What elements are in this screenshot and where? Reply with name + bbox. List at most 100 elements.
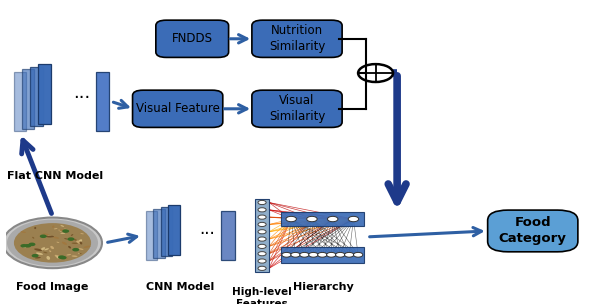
Circle shape <box>67 237 74 241</box>
Ellipse shape <box>35 257 41 258</box>
Text: Nutrition
Similarity: Nutrition Similarity <box>269 24 325 53</box>
Circle shape <box>258 252 266 256</box>
Circle shape <box>291 252 300 257</box>
Ellipse shape <box>73 239 77 241</box>
Circle shape <box>258 200 266 205</box>
Circle shape <box>58 255 65 259</box>
Ellipse shape <box>43 252 48 253</box>
Ellipse shape <box>54 228 58 229</box>
Ellipse shape <box>62 242 67 245</box>
Bar <box>30 67 43 126</box>
Circle shape <box>309 252 318 257</box>
Ellipse shape <box>36 252 43 255</box>
Circle shape <box>258 208 266 212</box>
Circle shape <box>345 252 354 257</box>
Ellipse shape <box>64 231 68 232</box>
Ellipse shape <box>56 242 59 243</box>
Text: FNDDS: FNDDS <box>172 32 213 45</box>
Circle shape <box>336 252 345 257</box>
Circle shape <box>282 252 291 257</box>
Circle shape <box>59 256 67 259</box>
Circle shape <box>62 229 69 233</box>
Circle shape <box>72 248 79 251</box>
Bar <box>14 71 26 131</box>
Ellipse shape <box>46 236 54 237</box>
FancyBboxPatch shape <box>156 20 229 57</box>
Bar <box>153 209 165 258</box>
Ellipse shape <box>78 239 82 243</box>
Ellipse shape <box>56 256 59 258</box>
Ellipse shape <box>61 225 64 227</box>
Ellipse shape <box>44 248 49 250</box>
Circle shape <box>258 244 266 248</box>
Circle shape <box>353 252 363 257</box>
Ellipse shape <box>78 252 80 254</box>
Circle shape <box>29 243 36 246</box>
Circle shape <box>20 244 27 247</box>
Circle shape <box>307 216 317 222</box>
Circle shape <box>258 222 266 226</box>
Circle shape <box>327 216 338 222</box>
Text: Visual Feature: Visual Feature <box>135 102 220 115</box>
Bar <box>21 69 34 129</box>
Ellipse shape <box>78 248 84 250</box>
Ellipse shape <box>65 257 68 259</box>
Circle shape <box>348 216 359 222</box>
Ellipse shape <box>64 229 69 231</box>
Text: Hierarchy: Hierarchy <box>293 282 353 292</box>
Ellipse shape <box>71 243 78 244</box>
Bar <box>146 211 157 260</box>
Ellipse shape <box>59 229 68 231</box>
Text: Flat CNN Model: Flat CNN Model <box>7 171 103 181</box>
Ellipse shape <box>71 234 73 236</box>
Circle shape <box>40 234 47 238</box>
Bar <box>168 206 180 255</box>
Text: High-level
Features: High-level Features <box>232 287 292 304</box>
Ellipse shape <box>80 233 84 234</box>
Bar <box>38 64 50 124</box>
Ellipse shape <box>21 231 26 233</box>
FancyBboxPatch shape <box>132 90 223 127</box>
Ellipse shape <box>23 244 28 248</box>
FancyBboxPatch shape <box>252 90 342 127</box>
Bar <box>281 247 364 263</box>
Ellipse shape <box>61 233 65 234</box>
Ellipse shape <box>46 256 50 260</box>
Circle shape <box>300 252 309 257</box>
FancyBboxPatch shape <box>488 210 578 252</box>
Text: CNN Model: CNN Model <box>147 282 214 292</box>
Circle shape <box>7 219 98 266</box>
Circle shape <box>318 252 327 257</box>
Circle shape <box>327 252 336 257</box>
Circle shape <box>258 237 266 241</box>
Circle shape <box>258 266 266 271</box>
Ellipse shape <box>43 233 50 236</box>
FancyBboxPatch shape <box>252 20 342 57</box>
Ellipse shape <box>67 254 71 255</box>
Ellipse shape <box>79 252 81 254</box>
Ellipse shape <box>69 240 74 241</box>
Text: Visual
Similarity: Visual Similarity <box>269 94 325 123</box>
Ellipse shape <box>48 235 53 237</box>
Circle shape <box>258 259 266 263</box>
Ellipse shape <box>71 255 78 257</box>
Text: ···: ··· <box>199 225 214 243</box>
Text: Food Image: Food Image <box>16 282 89 292</box>
Ellipse shape <box>76 240 83 244</box>
Ellipse shape <box>84 246 91 248</box>
Bar <box>281 212 364 226</box>
Ellipse shape <box>34 227 36 229</box>
Ellipse shape <box>59 230 62 232</box>
Bar <box>96 71 109 131</box>
Circle shape <box>286 216 296 222</box>
Ellipse shape <box>52 226 54 228</box>
Ellipse shape <box>55 255 61 258</box>
Circle shape <box>3 218 102 268</box>
Ellipse shape <box>68 246 71 248</box>
Ellipse shape <box>40 247 45 250</box>
Ellipse shape <box>22 244 26 248</box>
Ellipse shape <box>50 246 54 249</box>
Ellipse shape <box>69 239 72 241</box>
Text: Food
Category: Food Category <box>499 216 567 245</box>
Ellipse shape <box>64 238 68 240</box>
